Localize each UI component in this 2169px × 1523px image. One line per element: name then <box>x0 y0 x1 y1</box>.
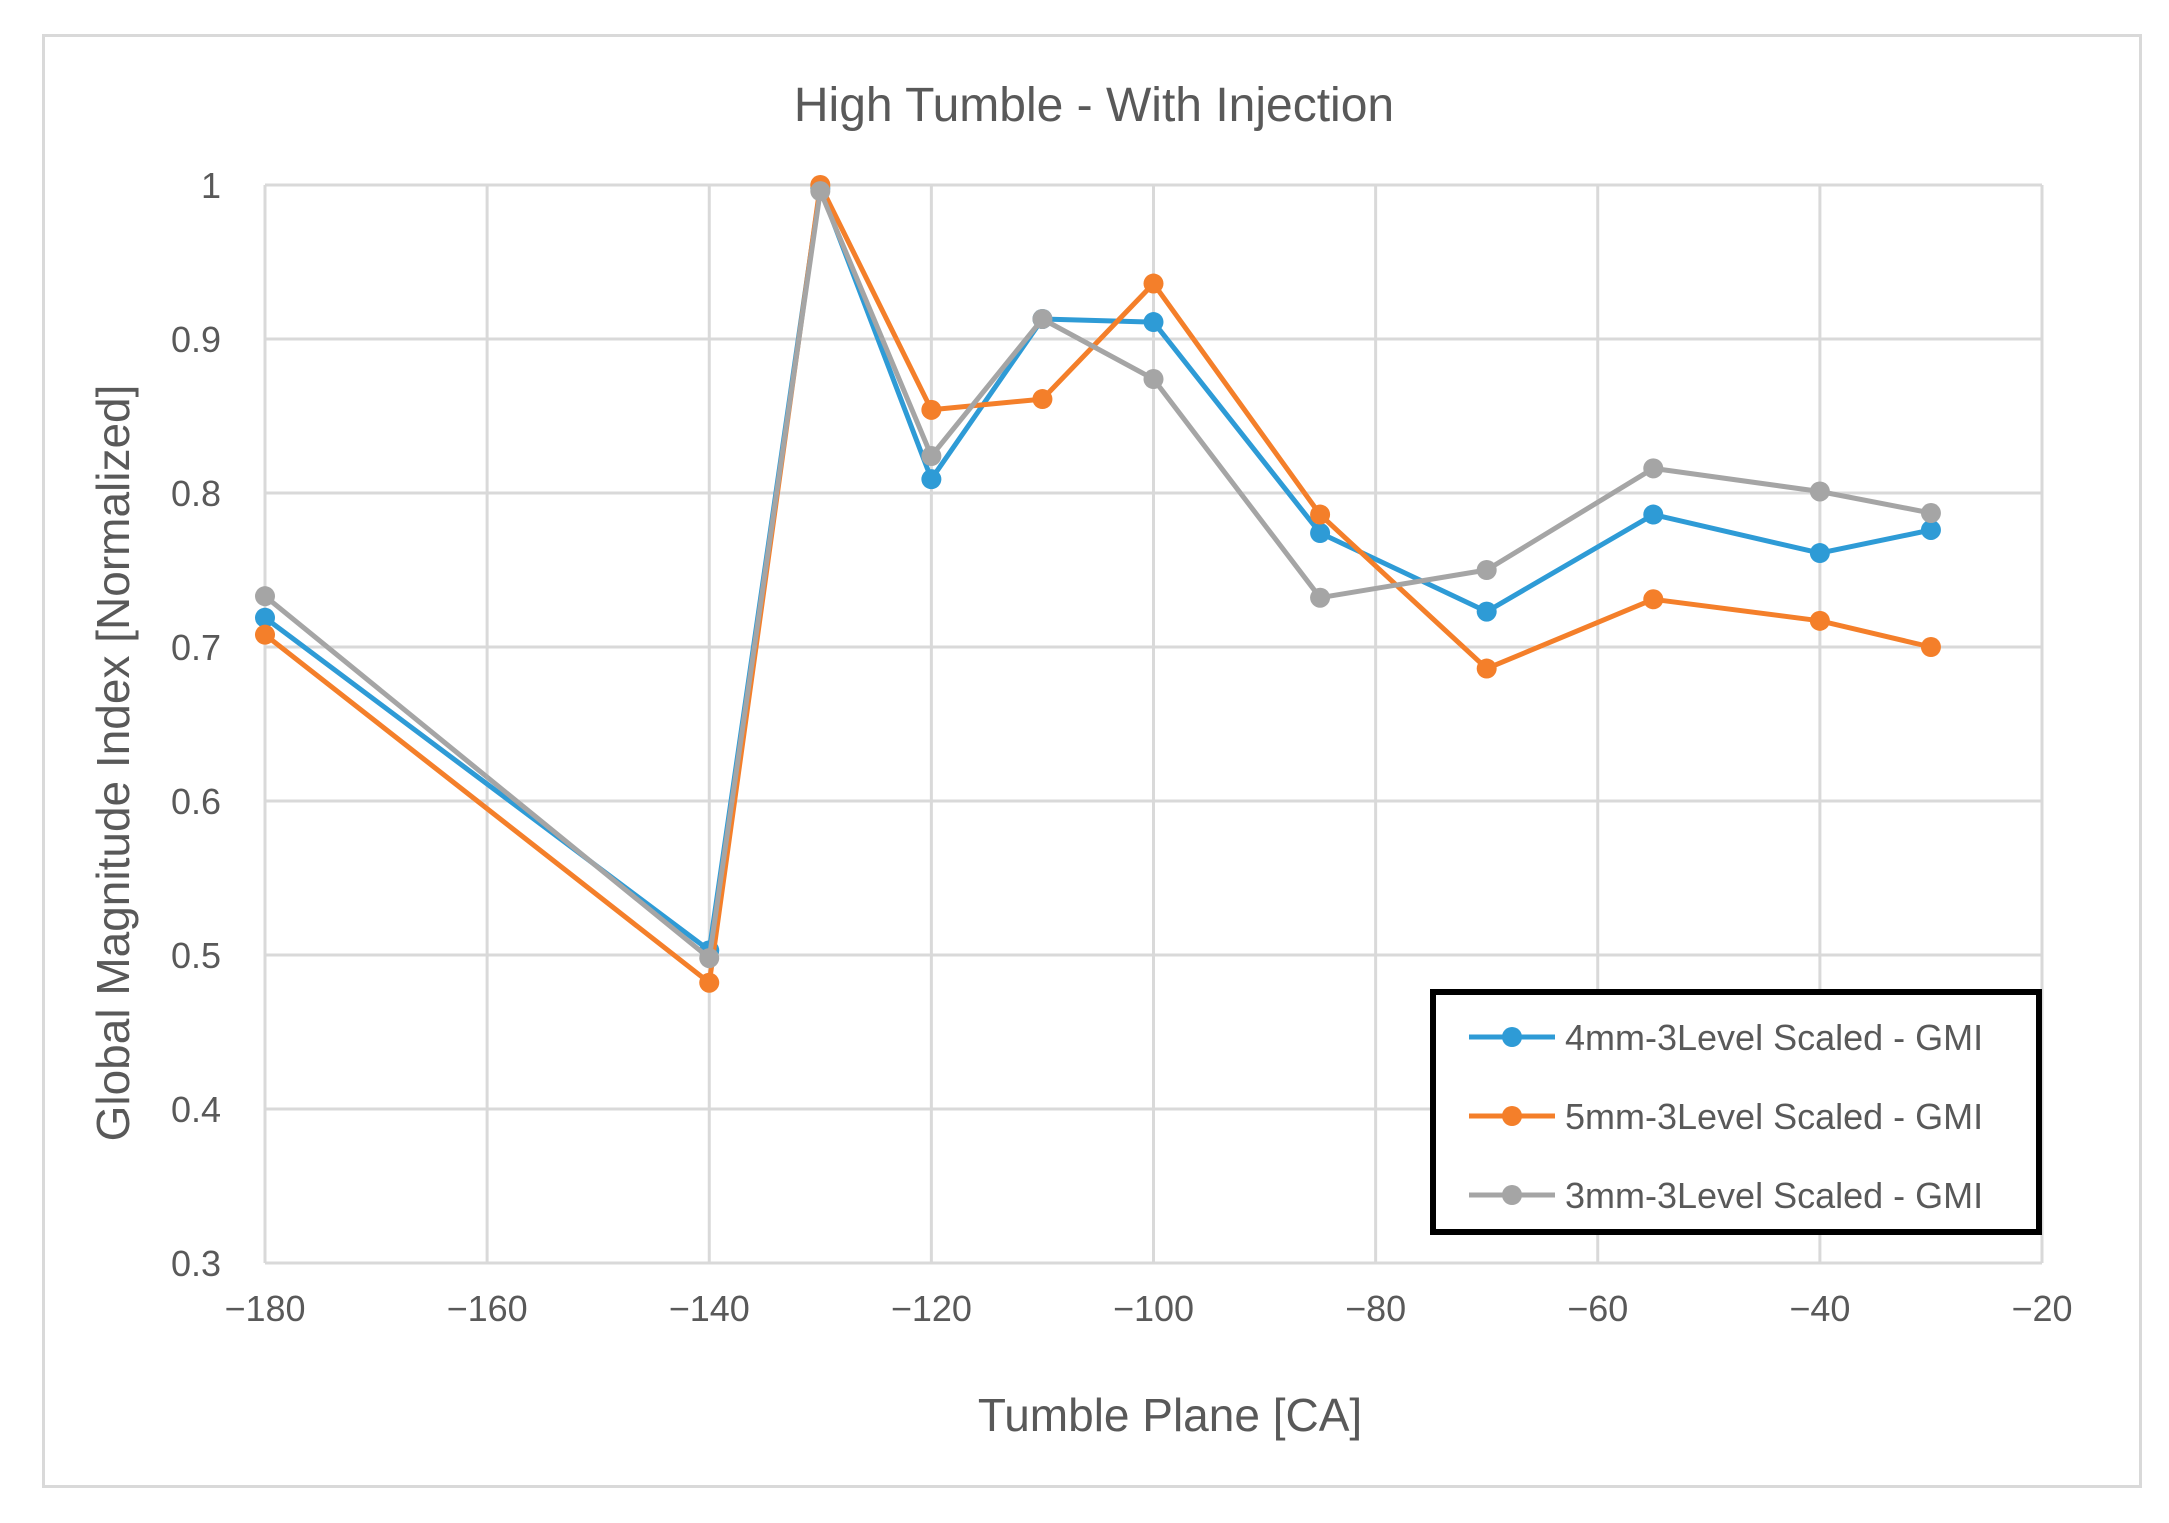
data-point <box>699 948 720 969</box>
data-point <box>1809 543 1830 564</box>
legend-label: 5mm-3Level Scaled - GMI <box>1565 1096 1983 1137</box>
data-point <box>1809 481 1830 502</box>
data-point <box>1143 369 1164 390</box>
chart-svg: 0.3 0.4 0.5 0.6 0.7 0.8 0.9 1 −180 −160 −140 −120 −1… <box>87 79 2073 1441</box>
chart-title: High Tumble - With Injection <box>794 79 1394 132</box>
y-tick-label: 0.8 <box>171 473 221 514</box>
data-point <box>1143 273 1164 294</box>
data-point <box>1643 458 1664 479</box>
data-point <box>921 446 942 467</box>
data-point <box>921 399 942 420</box>
series-2 <box>255 175 1941 993</box>
data-point <box>1476 560 1497 580</box>
data-point <box>1032 389 1053 410</box>
data-point <box>1310 504 1331 525</box>
y-tick-label: 0.4 <box>171 1089 221 1130</box>
x-tick-label: −60 <box>1567 1288 1628 1329</box>
series-layer <box>255 175 1941 993</box>
x-tick-label: −140 <box>669 1288 750 1329</box>
data-point <box>1809 610 1830 631</box>
data-point <box>1476 601 1497 622</box>
data-point <box>810 181 831 202</box>
legend-entry: 3mm-3Level Scaled - GMI <box>1469 1175 1983 1216</box>
data-point <box>1920 637 1941 657</box>
x-tick-label: −80 <box>1345 1288 1406 1329</box>
data-point <box>255 607 275 628</box>
legend-label: 3mm-3Level Scaled - GMI <box>1565 1175 1983 1216</box>
x-tick-label: −40 <box>1789 1288 1850 1329</box>
y-tick-label: 0.7 <box>171 627 221 668</box>
x-tick-label: −100 <box>1113 1288 1194 1329</box>
x-axis-title: Tumble Plane [CA] <box>978 1389 1362 1441</box>
data-point <box>921 469 942 490</box>
y-tick-label: 0.3 <box>171 1243 221 1284</box>
data-point <box>255 624 275 645</box>
legend: 4mm-3Level Scaled - GMI 5mm-3Level Scaled… <box>1430 989 2042 1235</box>
legend-swatch-marker <box>1502 1185 1522 1205</box>
y-tick-label: 0.5 <box>171 935 221 976</box>
y-tick-label: 0.9 <box>171 319 221 360</box>
x-tick-label: −20 <box>2011 1288 2072 1329</box>
legend-box <box>1430 989 2042 1235</box>
legend-swatch-marker <box>1502 1027 1522 1047</box>
chart-frame: 0.3 0.4 0.5 0.6 0.7 0.8 0.9 1 −180 −160 −140 −120 −1… <box>42 34 2142 1488</box>
legend-entry: 5mm-3Level Scaled - GMI <box>1469 1096 1983 1137</box>
y-tick-label: 1 <box>201 165 221 206</box>
data-point <box>1143 312 1164 333</box>
data-point <box>1032 308 1053 329</box>
axis-layer: 0.3 0.4 0.5 0.6 0.7 0.8 0.9 1 −180 −160 −140 −120 −1… <box>171 165 2073 1329</box>
data-point <box>1920 519 1941 540</box>
data-point <box>1643 589 1664 610</box>
x-tick-label: −160 <box>447 1288 528 1329</box>
series-line <box>262 182 1934 986</box>
legend-items: 4mm-3Level Scaled - GMI 5mm-3Level Scaled… <box>1469 1017 1983 1216</box>
series-line <box>262 188 1934 961</box>
series-1 <box>255 178 1941 961</box>
y-axis-title: Global Magnitude Index [Normalized] <box>87 385 139 1142</box>
legend-swatch-marker <box>1502 1106 1522 1126</box>
data-point <box>255 586 275 607</box>
series-line <box>262 185 1934 953</box>
series-3 <box>255 181 1941 969</box>
data-point <box>1643 504 1664 525</box>
y-tick-label: 0.6 <box>171 781 221 822</box>
data-point <box>1310 587 1331 608</box>
data-point <box>699 972 720 993</box>
legend-label: 4mm-3Level Scaled - GMI <box>1565 1017 1983 1058</box>
data-point <box>1310 523 1331 544</box>
x-tick-label: −120 <box>891 1288 972 1329</box>
legend-entry: 4mm-3Level Scaled - GMI <box>1469 1017 1983 1058</box>
x-tick-label: −180 <box>224 1288 305 1329</box>
data-point <box>1920 503 1941 524</box>
data-point <box>1476 658 1497 679</box>
grid-layer <box>263 183 2044 1265</box>
